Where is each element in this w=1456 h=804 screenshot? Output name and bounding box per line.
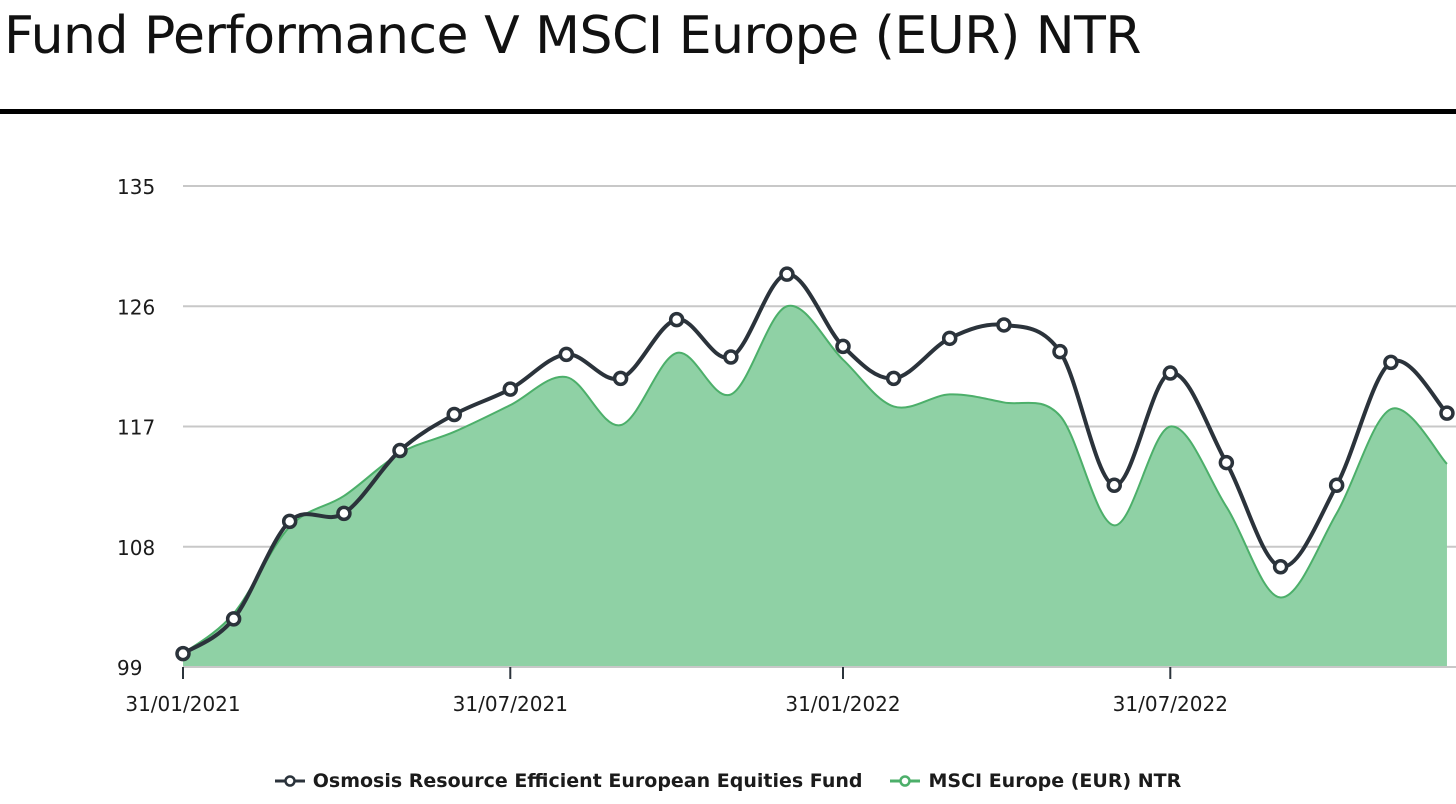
fund-data-point: [558, 346, 575, 363]
fund-data-point: [885, 370, 902, 387]
fund-data-point: [175, 645, 191, 662]
y-tick-label: 126: [117, 295, 155, 319]
fund-data-point: [1052, 343, 1068, 360]
fund-data-point: [996, 317, 1012, 333]
x-tick-label: 31/01/2022: [785, 692, 900, 716]
fund-data-point: [502, 381, 519, 397]
fund-markers: [175, 266, 1455, 662]
benchmark-area-group: [182, 304, 1448, 667]
fund-data-point: [1106, 477, 1122, 494]
y-tick-label: 135: [117, 175, 155, 199]
y-tick-label: 99: [117, 656, 142, 680]
fund-data-point: [941, 330, 958, 347]
fund-data-point: [281, 513, 298, 530]
fund-data-point: [1383, 354, 1399, 371]
fund-data-point: [225, 611, 242, 627]
x-tick-label: 31/01/2021: [125, 692, 240, 716]
legend-label-benchmark: MSCI Europe (EUR) NTR: [928, 770, 1182, 792]
fund-data-point: [1328, 477, 1345, 494]
x-tick-label: 31/07/2022: [1113, 692, 1228, 716]
legend-item-fund[interactable]: Osmosis Resource Efficient European Equi…: [274, 770, 863, 792]
fund-data-point: [779, 266, 795, 282]
fund-data-point: [1162, 365, 1179, 381]
fund-data-point: [612, 370, 629, 387]
fund-data-point: [392, 442, 408, 459]
benchmark-area: [183, 305, 1447, 667]
fund-data-point: [446, 406, 462, 423]
legend-marker-fund-icon: [274, 775, 305, 787]
fund-data-point: [668, 311, 685, 328]
y-tick-label: 108: [117, 536, 155, 560]
fund-data-point: [1218, 454, 1235, 471]
fund-data-point: [835, 338, 851, 355]
fund-data-point: [1272, 559, 1289, 575]
performance-chart: 99 108 117 126 135 31/01/2021 31/07/2021 31/01/…: [117, 175, 1456, 716]
fund-data-point: [336, 505, 352, 522]
tick-labels: 99 108 117 126 135 31/01/2021 31/07/2021 31/01/…: [117, 175, 1228, 716]
x-axis: [182, 666, 1456, 679]
title-divider: [0, 109, 1456, 114]
legend-marker-benchmark-icon: [890, 775, 921, 787]
fund-data-point: [723, 349, 739, 365]
legend: Osmosis Resource Efficient European Equi…: [0, 770, 1456, 792]
y-tick-label: 117: [117, 416, 155, 440]
legend-item-benchmark[interactable]: MSCI Europe (EUR) NTR: [890, 770, 1181, 792]
x-tick-label: 31/07/2021: [453, 692, 568, 716]
fund-data-point: [1439, 405, 1455, 421]
page-title: Fund Performance V MSCI Europe (EUR) NTR: [4, 6, 1142, 66]
legend-label-fund: Osmosis Resource Efficient European Equi…: [312, 770, 863, 792]
